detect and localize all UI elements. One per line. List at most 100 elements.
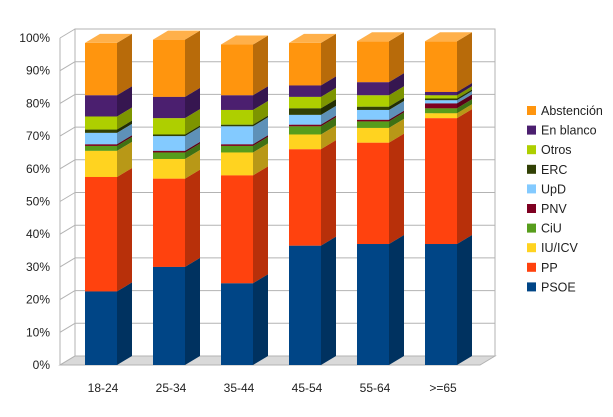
bar-segment (153, 178, 185, 267)
bar-segment (85, 132, 117, 145)
bar-segment-side (457, 32, 472, 92)
gridline-depth (59, 224, 76, 235)
bar-segment-side (457, 89, 472, 101)
bar-segment-top (221, 35, 268, 45)
bar-segment (289, 114, 321, 125)
bar-segment (85, 176, 117, 292)
bar-segment (425, 118, 457, 245)
y-tick-label: 90% (26, 64, 50, 78)
bar-segment (289, 42, 321, 86)
bar-segment (85, 150, 117, 177)
bar-segment (425, 244, 457, 365)
bar-segment (289, 245, 321, 365)
bar-segment (425, 100, 457, 104)
bar-segment (221, 145, 253, 153)
legend-label: PNV (541, 202, 567, 216)
bar-segment (153, 152, 185, 159)
bar-segment-side (457, 104, 472, 119)
bar-segment (85, 144, 117, 146)
bar-segment (221, 44, 253, 96)
bar-segment-side (185, 169, 200, 267)
bar-segment-top (85, 33, 132, 43)
gridline-depth (59, 322, 76, 333)
bar-segment-side (389, 133, 404, 245)
gridline-depth (59, 61, 76, 72)
bar-segment-side (185, 149, 200, 179)
bar-segment-top (357, 32, 404, 42)
bar-segment-side (253, 115, 268, 127)
legend-label: ERC (541, 163, 567, 177)
gridline-depth (59, 126, 76, 137)
bar-segment (221, 95, 253, 110)
bar-segment (289, 134, 321, 150)
bar-segment (85, 116, 117, 130)
legend-swatch (527, 204, 536, 213)
bar-segment-top (153, 30, 200, 40)
bar-segment (153, 150, 185, 153)
bar-segment-side (389, 118, 404, 143)
bar-segment-side (253, 86, 268, 110)
bar-segment (289, 108, 321, 115)
bar-segment (85, 129, 117, 133)
bar-segment-side (389, 73, 404, 96)
x-tick-label: 25-34 (156, 381, 187, 395)
bar-segment-side (321, 33, 336, 86)
y-tick-label: 50% (26, 195, 50, 209)
legend-swatch (527, 243, 536, 253)
gridline-depth (59, 355, 76, 366)
bar-segment-side (185, 143, 200, 159)
y-tick-label: 100% (19, 31, 50, 45)
bar-segment-side (321, 140, 336, 246)
bar-segment (357, 121, 389, 128)
legend-label: PP (541, 261, 558, 275)
legend-item: PSOE (527, 280, 576, 294)
bar-segment-side (117, 86, 132, 117)
bar-segment-side (253, 136, 268, 153)
legend-label: Otros (541, 143, 572, 157)
bar-segment-side (117, 120, 132, 133)
bar-segment (357, 106, 389, 110)
bar-segment-side (253, 35, 268, 96)
gridline-depth (59, 159, 76, 170)
gridline-depth (59, 28, 76, 39)
bar-stack (153, 30, 200, 365)
bar-segment-side (117, 141, 132, 177)
bar-segment-side (185, 257, 200, 365)
bar-segment (221, 152, 253, 176)
bar-segment (357, 119, 389, 122)
bar-segment (357, 142, 389, 245)
gridline-depth (59, 93, 76, 104)
bar-segment (425, 113, 457, 119)
bar-stack (425, 32, 472, 365)
y-tick-label: 0% (33, 358, 51, 372)
legend-item: UpD (527, 182, 566, 196)
y-tick-label: 10% (26, 325, 50, 339)
bar-segment (289, 96, 321, 109)
bar-segment-side (117, 167, 132, 292)
bar-segment-side (457, 235, 472, 365)
bar-stack (85, 33, 132, 365)
bar-segment-side (253, 166, 268, 284)
bar-segment-side (389, 32, 404, 83)
bar-segment-side (321, 87, 336, 109)
x-tick-label: 18-24 (88, 381, 119, 395)
bar-segment (153, 39, 185, 97)
bar-segment-side (253, 135, 268, 146)
bar-segment-side (321, 105, 336, 125)
bar-segment-side (117, 135, 132, 146)
bar-segment-side (185, 141, 200, 153)
bar-stack (289, 33, 336, 365)
bar-segment-side (457, 109, 472, 245)
bar-segment-side (253, 274, 268, 365)
bar-segment-side (457, 86, 472, 99)
bar-segment (153, 266, 185, 365)
bar-segment-side (457, 94, 472, 109)
bar-segment-side (457, 82, 472, 96)
legend-label: CiU (541, 222, 562, 236)
bar-segment-side (389, 86, 404, 107)
bar-segment-side (117, 33, 132, 96)
bar-segment-side (321, 125, 336, 150)
bar-segment-side (457, 91, 472, 104)
bar-segment-side (185, 87, 200, 119)
bar-segment (357, 82, 389, 96)
